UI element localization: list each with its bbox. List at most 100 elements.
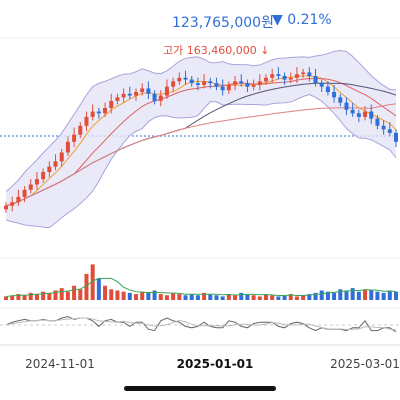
- volume-bar: [152, 290, 157, 300]
- volume-bar: [356, 291, 361, 300]
- candle-body: [28, 184, 33, 190]
- volume-bar: [394, 291, 398, 300]
- volume-bar: [319, 290, 324, 300]
- volume-bar: [338, 289, 343, 300]
- candle-body: [10, 202, 15, 206]
- volume-bar: [90, 264, 95, 300]
- candle-body: [115, 97, 120, 101]
- band-upper-line: [5, 49, 397, 192]
- volume-bar: [164, 295, 169, 300]
- current-price: 123,765,000원: [172, 15, 274, 31]
- volume-bar: [282, 295, 287, 300]
- candle-body: [134, 92, 138, 96]
- bollinger-band: [5, 49, 397, 229]
- candle-body: [164, 86, 169, 96]
- volume-bar: [208, 294, 213, 300]
- volume-bar: [47, 292, 52, 300]
- candle-body: [394, 132, 398, 142]
- candle-body: [195, 83, 200, 85]
- home-indicator[interactable]: [124, 386, 276, 391]
- volume-bar: [350, 288, 355, 300]
- volume-bar: [53, 290, 58, 300]
- volume-bar: [307, 294, 312, 300]
- oscillator-panel: [0, 316, 400, 333]
- volume-average-line: [5, 277, 397, 297]
- candle-body: [344, 102, 349, 110]
- candle-body: [171, 81, 176, 87]
- candle-body: [140, 88, 145, 92]
- volume-bar: [183, 295, 188, 300]
- candle-body: [319, 83, 324, 87]
- volume-bar: [127, 292, 132, 300]
- volume-bar: [369, 290, 374, 300]
- candle-body: [251, 84, 256, 87]
- volume-bar: [245, 294, 250, 300]
- volume-bar: [294, 296, 299, 300]
- candle-body: [16, 196, 21, 203]
- candle-body: [214, 83, 219, 87]
- candle-body: [257, 81, 262, 85]
- volume-bar: [171, 292, 176, 300]
- candle-body: [350, 109, 355, 114]
- candle-body: [294, 74, 299, 78]
- x-tick-label: 2024-11-01: [25, 357, 95, 371]
- candle-body: [264, 77, 268, 82]
- price-change: ▼ 0.21%: [272, 12, 332, 28]
- candle-body: [208, 81, 213, 84]
- moving-average-line: [5, 103, 397, 207]
- candle-body: [375, 118, 380, 126]
- candle-body: [177, 77, 182, 82]
- candle-body: [103, 108, 108, 114]
- oscillator-signal-line: [5, 317, 397, 331]
- candle-body: [332, 92, 337, 98]
- candle-body: [189, 79, 194, 84]
- high-price-annotation: 고가 163,460,000 ↓: [163, 44, 270, 57]
- volume-bar: [4, 296, 8, 300]
- moving-average-line: [5, 75, 397, 207]
- volume-bar: [233, 295, 238, 300]
- volume-bar: [251, 295, 256, 300]
- candle-body: [121, 93, 126, 98]
- volume-bar: [387, 290, 392, 300]
- volume-bar: [344, 290, 349, 300]
- candle-body: [22, 189, 27, 197]
- candle-body: [338, 97, 343, 103]
- volume-bar: [313, 292, 318, 300]
- candle-body: [65, 141, 70, 153]
- volume-bar: [140, 291, 145, 300]
- volume-bar: [375, 291, 380, 300]
- candle-body: [47, 166, 52, 172]
- band-fill: [6, 50, 396, 228]
- candle-body: [220, 86, 225, 91]
- volume-bar: [381, 292, 386, 300]
- candle-body: [387, 129, 392, 133]
- volume-bar: [226, 294, 231, 300]
- candle-body: [270, 74, 275, 78]
- volume-bar: [202, 292, 207, 300]
- volume-bar: [276, 296, 281, 300]
- volume-bar: [363, 289, 368, 300]
- x-tick-label: 2025-03-01: [330, 357, 400, 371]
- candle-body: [239, 81, 244, 84]
- oscillator-line: [5, 316, 397, 333]
- candle-body: [325, 86, 330, 92]
- volume-bar: [214, 295, 219, 300]
- candle-body: [183, 77, 188, 80]
- volume-bar: [270, 295, 275, 300]
- volume-bar: [195, 295, 200, 300]
- band-lower-line: [5, 94, 397, 229]
- volume-bar: [22, 295, 27, 300]
- volume-bar: [72, 285, 77, 300]
- volume-bar: [41, 291, 46, 300]
- volume-bar: [332, 292, 337, 300]
- volume-bar: [59, 288, 64, 300]
- volume-bar: [115, 290, 120, 300]
- moving-average-lines: [5, 75, 397, 207]
- candle-body: [381, 125, 386, 130]
- volume-bar: [177, 294, 182, 300]
- volume-bar: [65, 291, 70, 300]
- volume-bar: [10, 295, 15, 300]
- candle-body: [109, 100, 114, 108]
- candle-body: [276, 74, 281, 76]
